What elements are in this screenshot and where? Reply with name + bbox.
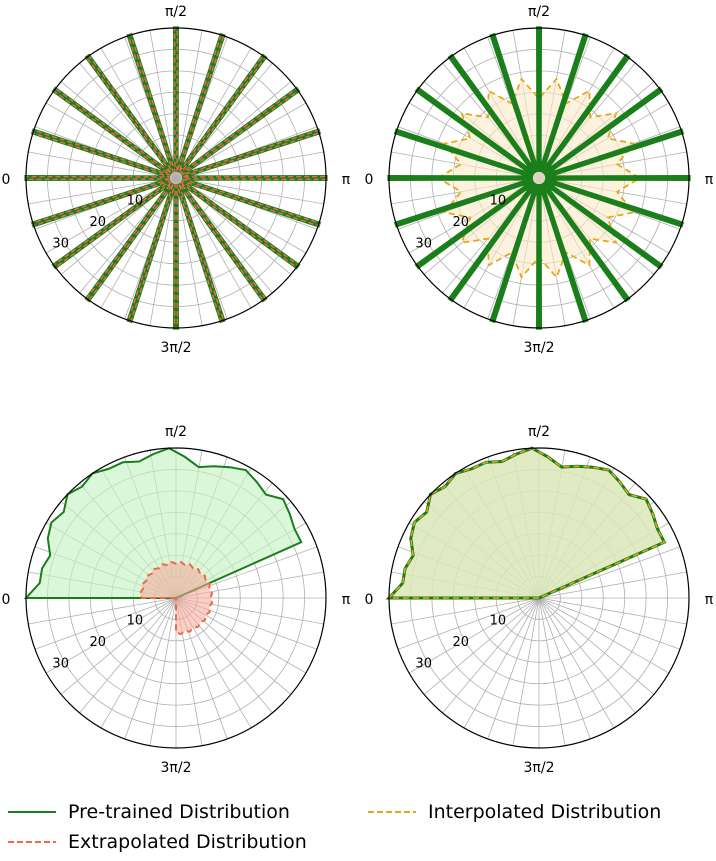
angle-tick-label: π/2	[528, 4, 550, 20]
panel-top-left: 0 π/2 π 3π/2 10 20 30	[2, 4, 351, 356]
grid-spoke	[175, 30, 203, 179]
angle-tick-label: 0	[2, 172, 11, 188]
grid-spoke	[538, 597, 566, 746]
grid-spoke	[442, 597, 540, 714]
panel-top-right: 0 π/2 π 3π/2 10 20 30	[365, 4, 714, 356]
grid-spoke	[149, 177, 177, 326]
radial-tick-label: 10	[127, 613, 144, 628]
grid-spoke	[79, 597, 177, 714]
panel-bottom-right: 0 π/2 π 3π/2 10 20 30	[365, 424, 714, 776]
polar-frame	[25, 447, 327, 749]
legend-label: Extrapolated Distribution	[68, 831, 307, 853]
grid-spoke	[487, 597, 540, 740]
grid-spoke	[124, 597, 177, 740]
pretrained-distribution-area	[385, 446, 667, 600]
grid-spoke	[391, 597, 540, 625]
grid-spoke	[60, 597, 177, 695]
grid-spoke	[397, 597, 540, 650]
angle-tick-label: 3π/2	[161, 760, 192, 776]
radial-tick-label: 20	[453, 635, 470, 650]
radial-tick-label: 10	[127, 193, 144, 208]
grid-spoke	[175, 177, 324, 205]
angle-tick-label: π	[342, 172, 351, 188]
grid-spoke	[538, 597, 636, 714]
angle-tick-label: 0	[2, 592, 11, 608]
legend-label: Interpolated Distribution	[428, 801, 661, 823]
grid-spoke	[538, 597, 681, 650]
angle-tick-label: π/2	[165, 424, 187, 440]
polar-frame	[388, 447, 690, 749]
radial-tick-label: 20	[90, 635, 107, 650]
interpolated-distribution-area	[436, 77, 642, 279]
grid-spoke	[538, 597, 655, 695]
legend-label: Pre-trained Distribution	[68, 801, 290, 823]
grid-spoke	[408, 597, 540, 674]
grid-spoke	[538, 597, 670, 674]
grid-spoke	[538, 597, 687, 625]
grid-spoke	[175, 151, 324, 179]
grid-spoke	[538, 571, 687, 599]
legend: Pre-trained Distribution Extrapolated Dis…	[8, 801, 661, 853]
grid-spoke	[28, 597, 177, 625]
radial-tick-label: 20	[453, 215, 470, 230]
angle-tick-label: π	[705, 592, 714, 608]
angle-tick-label: π	[705, 172, 714, 188]
grid-spoke	[28, 177, 177, 205]
grid-spoke	[28, 151, 177, 179]
radial-tick-label: 30	[52, 236, 69, 251]
radial-tick-label: 30	[52, 656, 69, 671]
extrapolated-distribution-area	[138, 560, 214, 636]
grid-spoke	[423, 597, 540, 695]
polar-frame	[388, 27, 690, 329]
radial-tick-label: 20	[90, 215, 107, 230]
angle-tick-label: 3π/2	[524, 760, 555, 776]
grid-spoke	[538, 546, 681, 599]
angle-tick-label: 3π/2	[524, 340, 555, 356]
angle-tick-label: 3π/2	[161, 340, 192, 356]
angle-tick-label: π	[342, 592, 351, 608]
grid-spoke	[149, 597, 177, 746]
polar-frame	[25, 27, 327, 329]
grid-spoke	[512, 597, 540, 746]
radial-tick-label: 30	[415, 236, 432, 251]
pretrained-distribution-area	[23, 447, 303, 599]
grid-spoke	[175, 177, 203, 326]
angle-tick-label: 0	[365, 172, 374, 188]
radial-tick-label: 10	[490, 193, 507, 208]
grid-spoke	[149, 30, 177, 179]
grid-spoke	[100, 597, 177, 729]
grid-spoke	[463, 597, 540, 729]
angle-tick-label: π/2	[528, 424, 550, 440]
angle-tick-label: 0	[365, 592, 374, 608]
grid-spoke	[45, 597, 177, 674]
radial-tick-label: 10	[490, 613, 507, 628]
grid-spoke	[538, 597, 591, 740]
panel-bottom-left: 0 π/2 π 3π/2 10 20 30	[2, 424, 351, 776]
grid-spoke	[34, 597, 177, 650]
angle-tick-label: π/2	[165, 4, 187, 20]
radial-tick-label: 30	[415, 656, 432, 671]
grid-spoke	[538, 597, 615, 729]
